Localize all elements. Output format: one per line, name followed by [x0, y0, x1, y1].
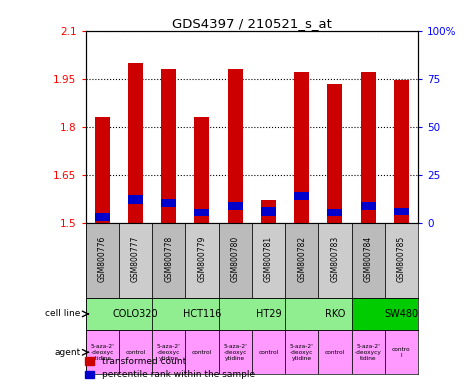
Bar: [327, 84, 342, 223]
Title: GDS4397 / 210521_s_at: GDS4397 / 210521_s_at: [172, 17, 332, 30]
Text: control: control: [192, 350, 212, 355]
Bar: [252, 330, 285, 374]
Bar: [228, 202, 243, 210]
Text: control: control: [125, 350, 145, 355]
Bar: [194, 209, 209, 216]
Bar: [318, 330, 352, 374]
Text: HCT116: HCT116: [183, 309, 221, 319]
Bar: [161, 69, 176, 223]
Text: 5-aza-2'
-deoxyc
ytidine: 5-aza-2' -deoxyc ytidine: [290, 344, 314, 361]
Bar: [86, 298, 152, 330]
Text: contro
l: contro l: [392, 347, 411, 358]
Bar: [352, 223, 385, 298]
Bar: [294, 192, 309, 200]
Text: control: control: [325, 350, 345, 355]
Bar: [294, 72, 309, 223]
Text: COLO320: COLO320: [113, 309, 158, 319]
Text: 5-aza-2'
-deoxycy
tidine: 5-aza-2' -deoxycy tidine: [355, 344, 381, 361]
Legend: transformed count, percentile rank within the sample: transformed count, percentile rank withi…: [86, 357, 255, 379]
Text: agent: agent: [55, 348, 81, 357]
Text: GSM800782: GSM800782: [297, 236, 306, 282]
Text: control: control: [258, 350, 278, 355]
Bar: [285, 223, 318, 298]
Bar: [361, 72, 376, 223]
Bar: [252, 223, 285, 298]
Bar: [285, 298, 352, 330]
Bar: [394, 208, 409, 215]
Text: GSM800779: GSM800779: [198, 235, 206, 282]
Bar: [152, 223, 185, 298]
Bar: [228, 69, 243, 223]
Bar: [261, 200, 276, 223]
Bar: [394, 80, 409, 223]
Text: SW480: SW480: [384, 309, 418, 319]
Text: GSM800785: GSM800785: [397, 235, 406, 282]
Bar: [95, 117, 110, 223]
Bar: [218, 330, 252, 374]
Bar: [119, 330, 152, 374]
Bar: [128, 63, 143, 223]
Bar: [95, 213, 110, 221]
Bar: [218, 223, 252, 298]
Bar: [86, 223, 119, 298]
Text: GSM800783: GSM800783: [331, 235, 339, 282]
Text: GSM800784: GSM800784: [364, 235, 372, 282]
Bar: [385, 223, 418, 298]
Text: RKO: RKO: [325, 309, 345, 319]
Text: HT29: HT29: [256, 309, 281, 319]
Bar: [352, 330, 385, 374]
Bar: [327, 209, 342, 216]
Text: 5-aza-2'
-deoxyc
ytidine: 5-aza-2' -deoxyc ytidine: [157, 344, 180, 361]
Bar: [185, 330, 218, 374]
Bar: [161, 199, 176, 207]
Bar: [218, 298, 285, 330]
Bar: [318, 223, 352, 298]
Bar: [194, 117, 209, 223]
Bar: [352, 298, 418, 330]
Text: cell line: cell line: [46, 310, 81, 318]
Text: 5-aza-2'
-deoxyc
ytidine: 5-aza-2' -deoxyc ytidine: [90, 344, 114, 361]
Bar: [361, 202, 376, 210]
Bar: [86, 330, 119, 374]
Bar: [261, 207, 276, 216]
Bar: [128, 195, 143, 204]
Bar: [185, 223, 218, 298]
Bar: [152, 330, 185, 374]
Text: GSM800776: GSM800776: [98, 235, 106, 282]
Bar: [285, 330, 318, 374]
Bar: [385, 330, 418, 374]
Text: GSM800778: GSM800778: [164, 235, 173, 282]
Text: GSM800777: GSM800777: [131, 235, 140, 282]
Bar: [152, 298, 218, 330]
Text: GSM800780: GSM800780: [231, 235, 239, 282]
Text: GSM800781: GSM800781: [264, 236, 273, 282]
Bar: [119, 223, 152, 298]
Text: 5-aza-2'
-deoxyc
ytidine: 5-aza-2' -deoxyc ytidine: [223, 344, 247, 361]
